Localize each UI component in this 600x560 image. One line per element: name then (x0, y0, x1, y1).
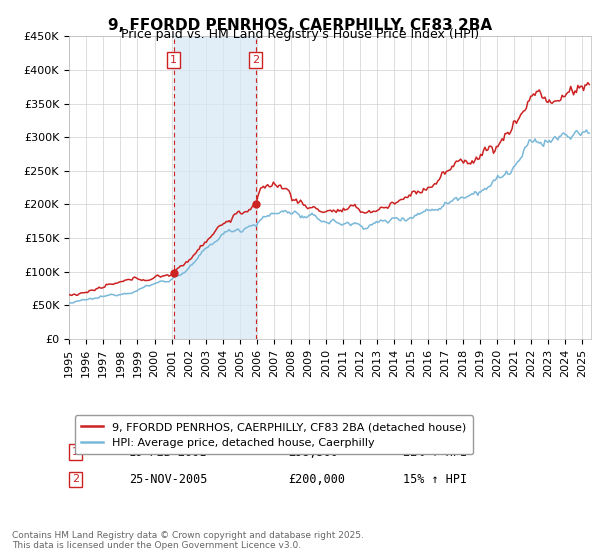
Text: 1: 1 (72, 447, 79, 457)
Legend: 9, FFORDD PENRHOS, CAERPHILLY, CF83 2BA (detached house), HPI: Average price, de: 9, FFORDD PENRHOS, CAERPHILLY, CF83 2BA … (74, 416, 473, 454)
Text: Price paid vs. HM Land Registry's House Price Index (HPI): Price paid vs. HM Land Registry's House … (121, 28, 479, 41)
Text: 9, FFORDD PENRHOS, CAERPHILLY, CF83 2BA: 9, FFORDD PENRHOS, CAERPHILLY, CF83 2BA (108, 18, 492, 33)
Text: 1: 1 (170, 55, 177, 65)
Text: 16-FEB-2001: 16-FEB-2001 (129, 446, 208, 459)
Text: 22% ↑ HPI: 22% ↑ HPI (403, 446, 467, 459)
Text: £98,500: £98,500 (288, 446, 338, 459)
Text: Contains HM Land Registry data © Crown copyright and database right 2025.
This d: Contains HM Land Registry data © Crown c… (12, 530, 364, 550)
Text: 2: 2 (252, 55, 259, 65)
Text: 25-NOV-2005: 25-NOV-2005 (129, 473, 208, 486)
Text: 2: 2 (72, 474, 79, 484)
Text: £200,000: £200,000 (288, 473, 345, 486)
Text: 15% ↑ HPI: 15% ↑ HPI (403, 473, 467, 486)
